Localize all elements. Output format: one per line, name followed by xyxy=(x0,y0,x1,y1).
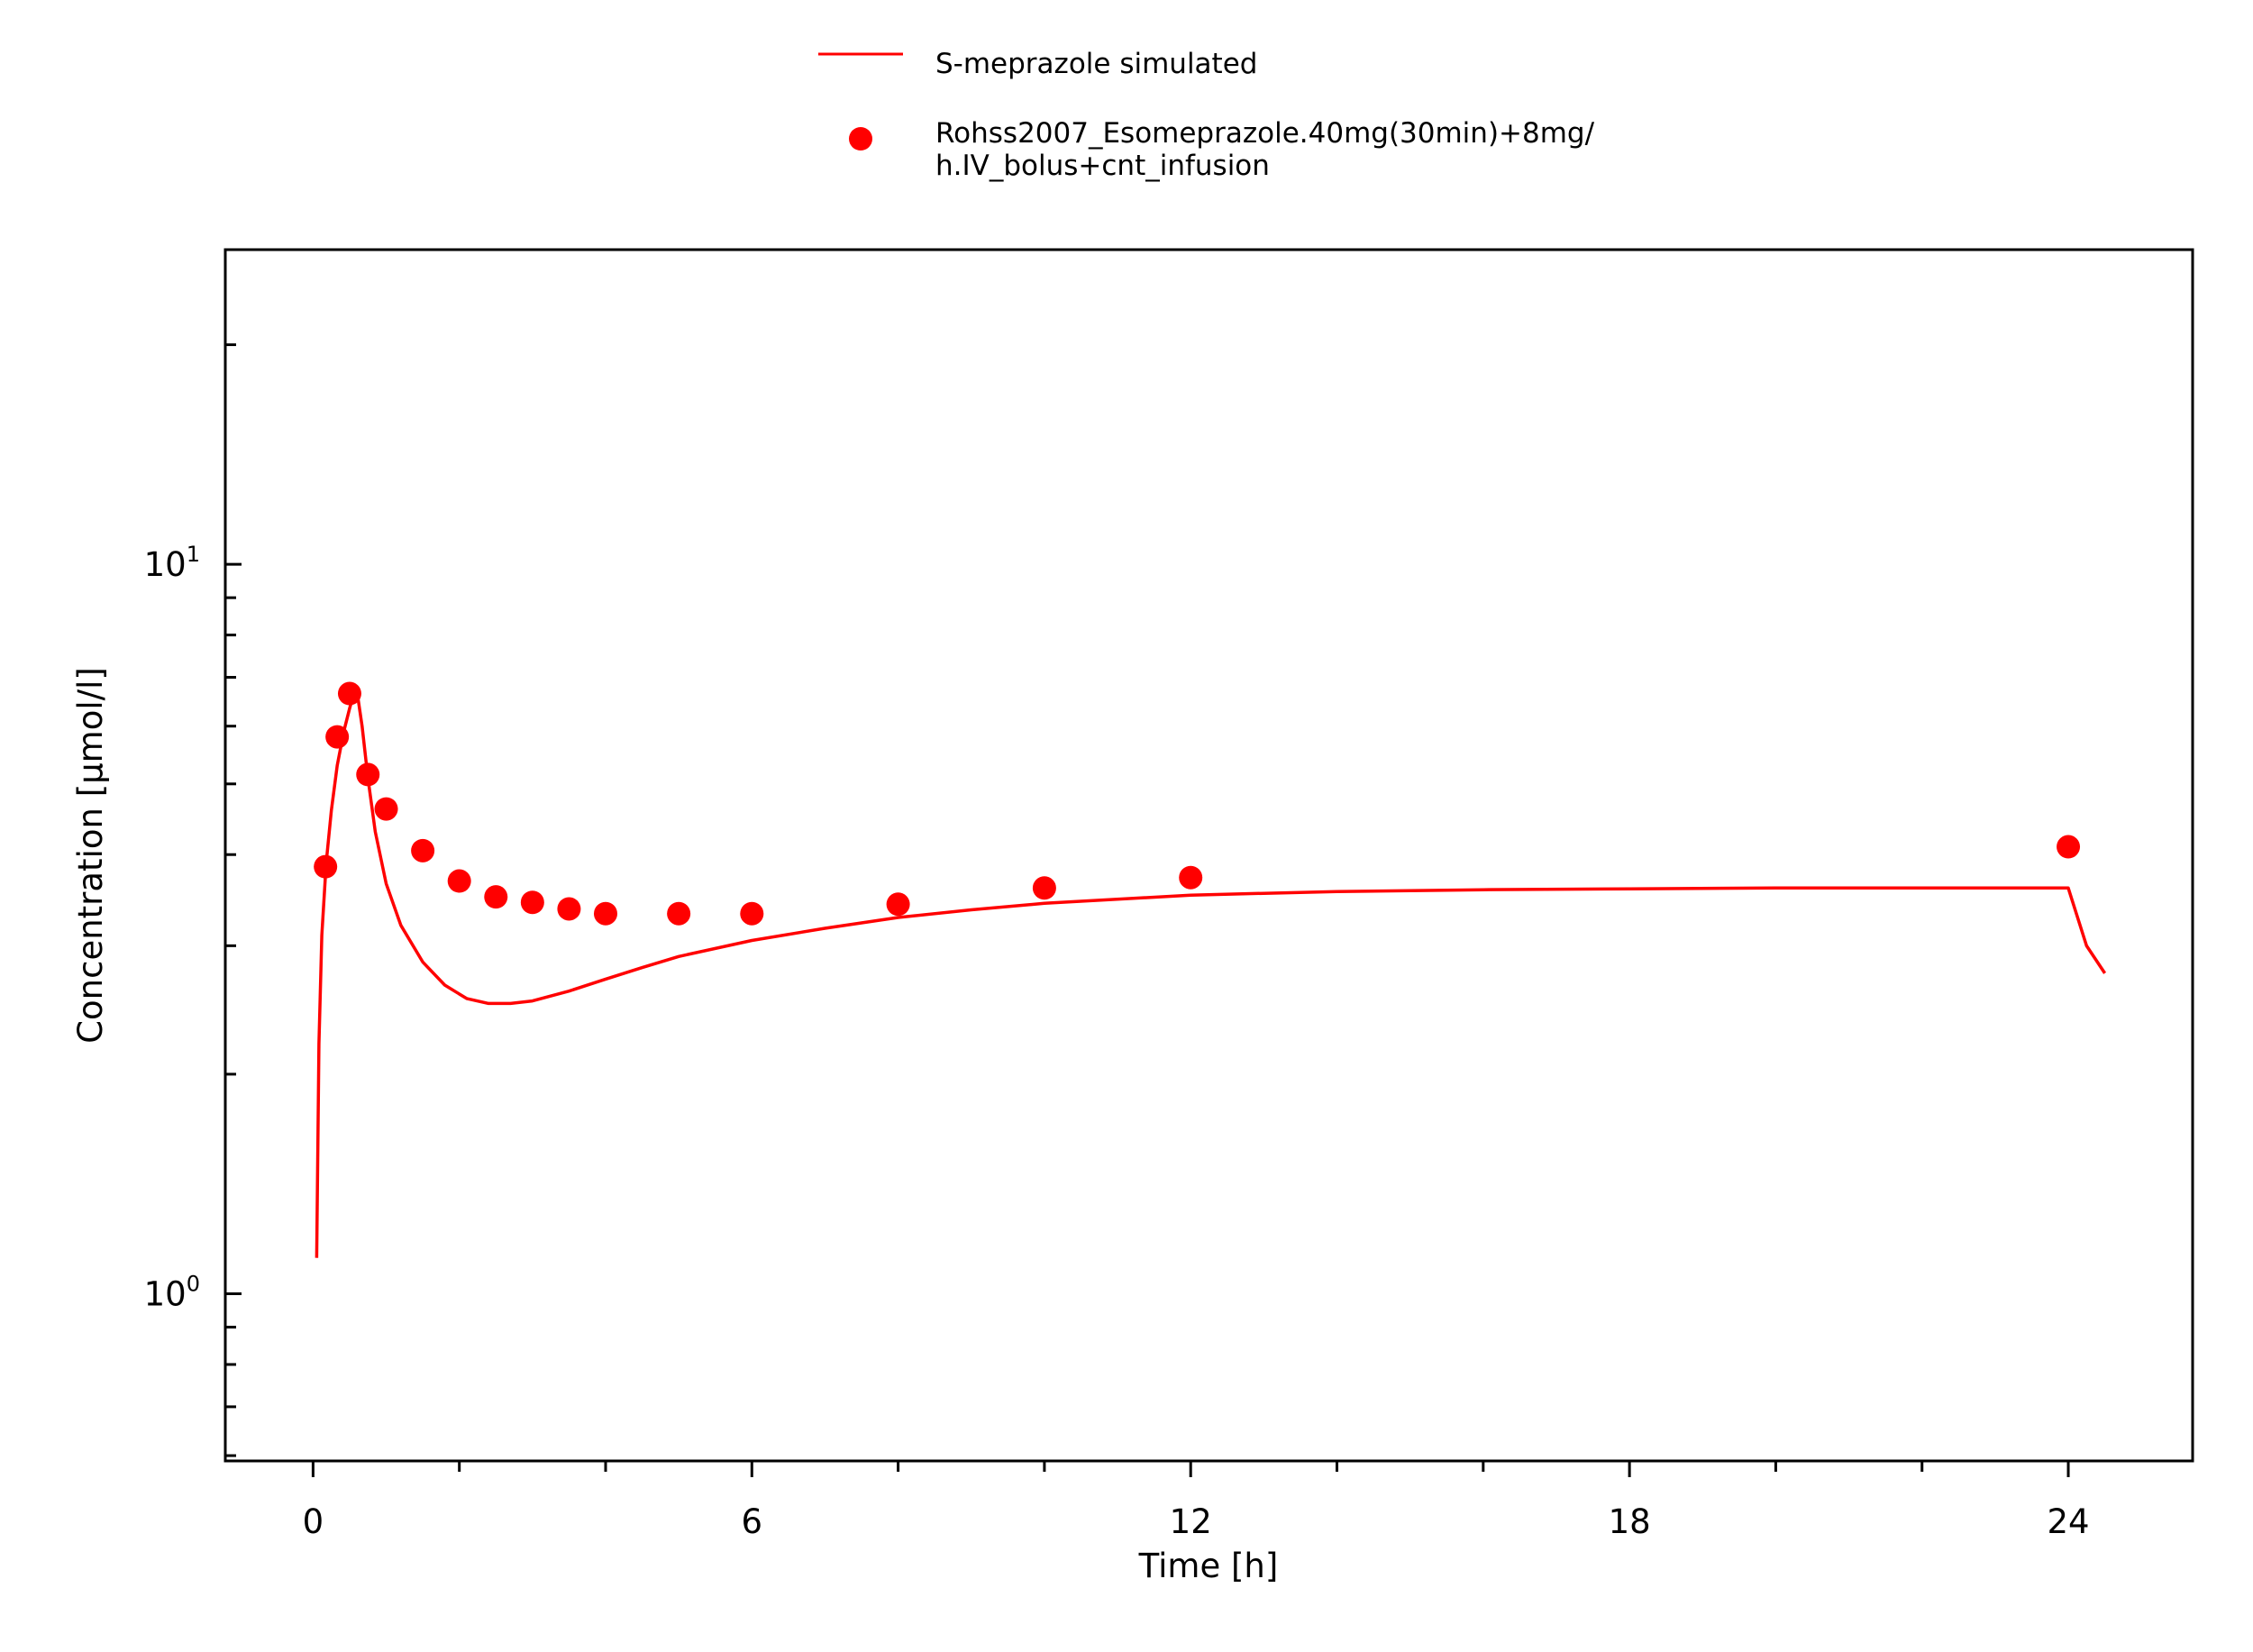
series-line-simulated xyxy=(315,689,2107,1258)
data-point-observed xyxy=(886,892,910,917)
x-tick-label: 24 xyxy=(2047,1502,2089,1541)
data-point-observed xyxy=(740,901,764,926)
x-axis-label: Time [h] xyxy=(1138,1547,1279,1585)
legend-entry-observed-line-1: Rohss2007_Esomeprazole.40mg(30min)+8mg/ xyxy=(935,117,1595,150)
x-tick-label: 18 xyxy=(1609,1502,1651,1541)
data-point-observed xyxy=(374,797,398,821)
legend-entry-observed-line-2: h.IV_bolus+cnt_infusion xyxy=(935,150,1270,182)
data-point-observed xyxy=(314,854,338,879)
data-point-observed xyxy=(484,885,508,909)
x-axis: 0 6 12 18 24 xyxy=(303,1461,2090,1541)
data-point-observed xyxy=(447,869,471,893)
y-axis-label: Concentration [µmol/l] xyxy=(71,667,110,1044)
y-tick-label: 101 xyxy=(144,542,200,584)
legend-entry-simulated: S-meprazole simulated xyxy=(935,48,1257,80)
plot-area xyxy=(314,681,2107,1258)
plot-frame xyxy=(223,248,2194,1463)
legend-marker-swatch xyxy=(849,127,872,151)
data-point-observed xyxy=(1179,865,1203,890)
y-tick-base: 10 xyxy=(144,545,187,584)
data-point-observed xyxy=(2057,835,2081,859)
y-tick-exponent: 0 xyxy=(187,1272,200,1297)
legend-entry-observed: Rohss2007_Esomeprazole.40mg(30min)+8mg/ … xyxy=(935,117,1603,182)
x-tick-label: 0 xyxy=(303,1502,324,1541)
data-point-observed xyxy=(325,725,350,749)
data-point-observed xyxy=(337,681,361,706)
data-point-observed xyxy=(1032,876,1056,900)
legend: S-meprazole simulated Rohss2007_Esomepra… xyxy=(818,48,1603,182)
data-point-observed xyxy=(593,901,617,926)
x-tick-label: 6 xyxy=(742,1502,763,1541)
data-point-observed xyxy=(411,838,435,863)
data-point-observed xyxy=(520,890,544,915)
y-tick-base: 10 xyxy=(144,1275,187,1314)
x-tick-label: 12 xyxy=(1170,1502,1212,1541)
data-point-observed xyxy=(557,897,581,921)
data-point-observed xyxy=(667,901,691,926)
y-tick-label: 100 xyxy=(144,1272,200,1314)
data-point-observed xyxy=(356,762,380,787)
y-tick-exponent: 1 xyxy=(187,542,200,567)
